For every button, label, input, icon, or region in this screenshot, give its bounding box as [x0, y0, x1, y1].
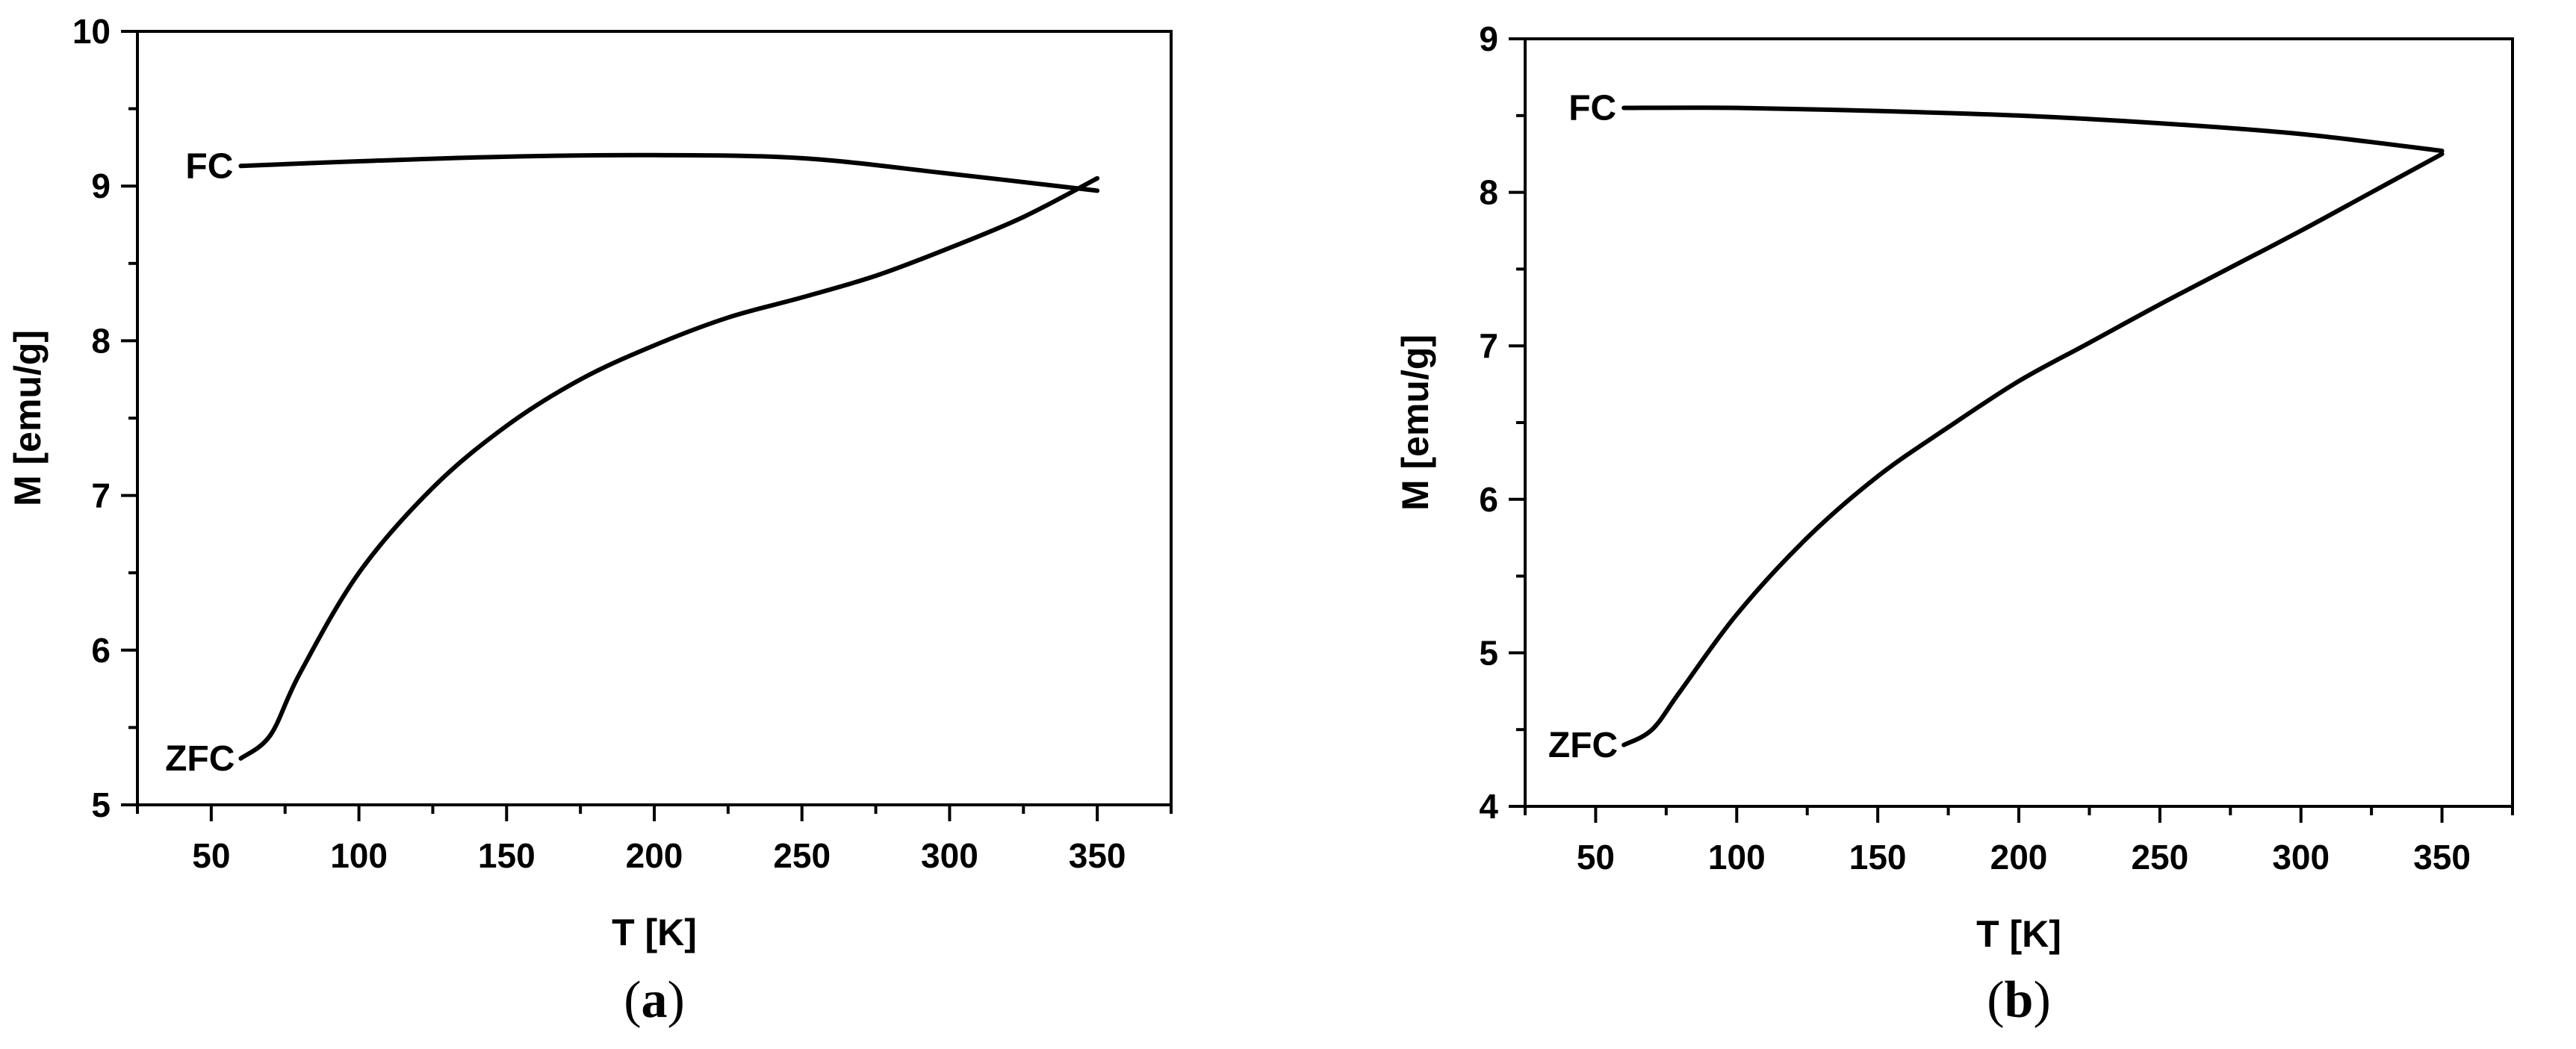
- panel-b-x-tick-label: 100: [1708, 838, 1766, 877]
- panel-a-y-tick-label: 5: [91, 785, 111, 824]
- panel-b-y-tick-label: 8: [1479, 173, 1498, 212]
- panel-b-x-tick-label: 250: [2131, 838, 2188, 877]
- panel-b-x-tick-label: 200: [1990, 838, 2048, 877]
- panel-a-x-tick-label: 200: [626, 836, 683, 875]
- panel-a-zfc-label: ZFC: [165, 739, 235, 779]
- panel-b-fc-label: FC: [1568, 89, 1616, 128]
- panel-b-x-tick-label: 300: [2272, 838, 2330, 877]
- panel-a-x-tick-label: 100: [330, 836, 388, 875]
- panel-b-x-axis-title: T [K]: [1976, 913, 2061, 955]
- panel-a-x-tick-label: 300: [921, 836, 978, 875]
- panel-b-y-tick-label: 7: [1479, 326, 1498, 365]
- panel-b-y-tick-label: 5: [1479, 633, 1498, 672]
- panel-a-x-tick-label: 50: [192, 836, 230, 875]
- panel-a-zfc-curve: [238, 175, 1100, 761]
- panel-a-caption-label: (a): [624, 971, 685, 1029]
- panel-b-chart: 50 100 150 200 250 300 350 4 5 6 7 8 9 T [K] M [emu/g]…: [1394, 19, 2514, 1029]
- panel-a-y-tick-label: 7: [91, 476, 111, 515]
- panel-a-fc-label: FC: [185, 146, 233, 186]
- panel-b-y-tick-label: 9: [1479, 19, 1498, 58]
- panel-a-fc-curve: [238, 152, 1100, 193]
- panel-b-y-tick-label: 4: [1479, 787, 1498, 826]
- panel-a-y-tick-label: 10: [72, 12, 111, 51]
- panel-b-zfc-label: ZFC: [1548, 726, 1618, 765]
- panel-a-y-tick-label: 6: [91, 631, 111, 670]
- panel-a-x-tick-label: 350: [1069, 836, 1126, 875]
- panel-a-chart: 50 100 150 200 250 300 350 5 6 7 8 9 10 T [K] M [emu/g…: [7, 12, 1173, 1029]
- panel-a-x-axis-title: T [K]: [612, 912, 697, 953]
- panel-a-x-tick-label: 250: [773, 836, 831, 875]
- panel-b-y-axis-title: M [emu/g]: [1394, 334, 1436, 511]
- panel-b-x-tick-label: 150: [1849, 838, 1907, 877]
- panel-b-x-tick-label: 350: [2413, 838, 2471, 877]
- panel-a-x-tick-label: 150: [478, 836, 536, 875]
- panel-b-x-tick-label: 50: [1577, 838, 1615, 877]
- panel-b-fc-curve: [1621, 105, 2445, 154]
- panel-b-zfc-curve: [1621, 152, 2445, 747]
- panel-b-plot-frame: [1524, 37, 2514, 808]
- panel-a-y-tick-label: 8: [91, 321, 111, 360]
- panel-a-y-axis-title: M [emu/g]: [7, 330, 49, 506]
- panel-b-y-tick-label: 6: [1479, 480, 1498, 519]
- panel-b-caption-label: (b): [1987, 971, 2051, 1029]
- panel-a-y-tick-label: 9: [91, 166, 111, 205]
